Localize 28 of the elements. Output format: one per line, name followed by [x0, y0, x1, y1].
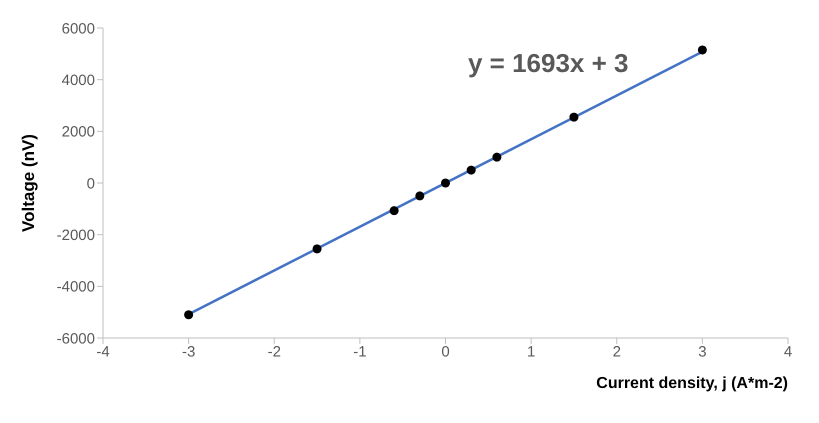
x-axis-title: Current density, j (A*m-2): [596, 375, 788, 392]
point: [492, 152, 502, 162]
annotation: y = 1693x + 3: [468, 48, 628, 79]
x-tick-label: 1: [526, 344, 536, 361]
point: [466, 166, 476, 175]
point: [184, 310, 194, 320]
point: [440, 178, 450, 188]
y-tick-label: 6000: [62, 20, 95, 38]
point: [415, 191, 424, 200]
y-tick-label: 0: [86, 175, 95, 192]
x-tick-label: 4: [784, 344, 792, 361]
point: [698, 45, 707, 54]
x-tick-label: 2: [612, 344, 621, 361]
y-axis-title: Voltage (nV): [19, 134, 38, 232]
x-tick-label: -1: [353, 344, 367, 361]
y-tick-label: -4000: [56, 278, 95, 296]
y-tick-label: -2000: [56, 226, 95, 244]
x-tick-label: -2: [268, 344, 281, 361]
point: [312, 244, 322, 254]
point: [390, 206, 399, 216]
x-tick-label: 3: [698, 344, 707, 361]
x-tick-label: -3: [182, 344, 196, 361]
point: [569, 112, 578, 122]
y-tick-label: 2000: [62, 124, 95, 141]
y-tick-label: -6000: [56, 330, 95, 348]
x-tick-label: 0: [441, 344, 450, 361]
y-tick-label: 4000: [62, 72, 95, 89]
x-tick-label: -4: [96, 344, 110, 361]
